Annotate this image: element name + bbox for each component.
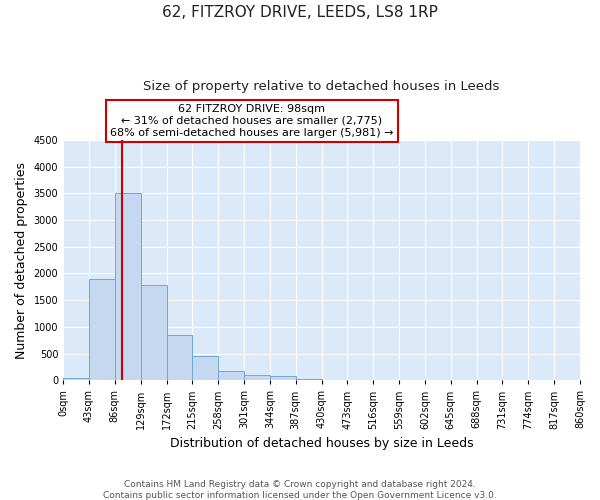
Y-axis label: Number of detached properties: Number of detached properties (15, 162, 28, 358)
Bar (218, 371, 244, 380)
Bar (296, 379, 322, 380)
X-axis label: Distribution of detached houses by size in Leeds: Distribution of detached houses by size … (170, 437, 473, 450)
Bar (115, 194, 140, 380)
Title: Size of property relative to detached houses in Leeds: Size of property relative to detached ho… (143, 80, 500, 93)
Bar (89, 279, 115, 380)
Text: Contains HM Land Registry data © Crown copyright and database right 2024.
Contai: Contains HM Land Registry data © Crown c… (103, 480, 497, 500)
Bar (167, 335, 193, 380)
Bar (140, 286, 167, 380)
Text: 62, FITZROY DRIVE, LEEDS, LS8 1RP: 62, FITZROY DRIVE, LEEDS, LS8 1RP (162, 5, 438, 20)
Bar (63, 378, 89, 380)
Text: 62 FITZROY DRIVE: 98sqm
← 31% of detached houses are smaller (2,775)
68% of semi: 62 FITZROY DRIVE: 98sqm ← 31% of detache… (110, 104, 394, 138)
Bar (193, 356, 218, 380)
Bar (270, 376, 296, 380)
Bar (244, 375, 270, 380)
